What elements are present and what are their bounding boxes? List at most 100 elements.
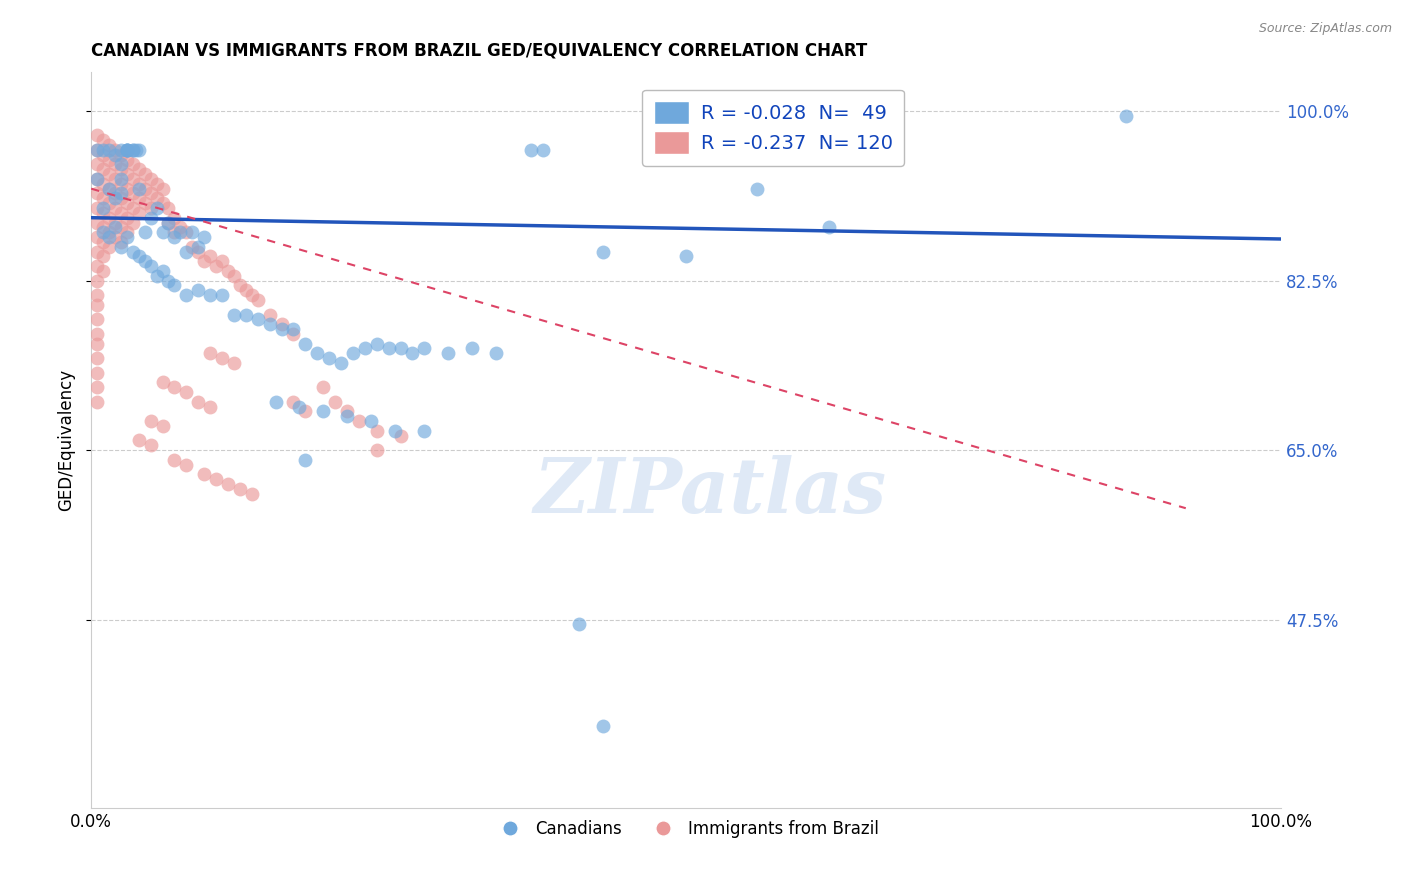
Point: [86, 259, 108, 273]
Point: [568, 617, 591, 632]
Point: [187, 244, 209, 259]
Point: [485, 346, 508, 360]
Point: [152, 376, 174, 390]
Point: [110, 162, 132, 177]
Point: [128, 177, 150, 191]
Point: [152, 225, 174, 239]
Point: [294, 336, 316, 351]
Point: [139, 414, 162, 428]
Point: [152, 418, 174, 433]
Point: [198, 288, 221, 302]
Point: [139, 201, 162, 215]
Point: [86, 143, 108, 157]
Point: [176, 225, 198, 239]
Point: [104, 186, 127, 201]
Point: [437, 346, 460, 360]
Point: [163, 452, 186, 467]
Point: [342, 346, 364, 360]
Point: [104, 215, 127, 229]
Point: [413, 424, 436, 438]
Point: [198, 400, 221, 414]
Point: [134, 225, 156, 239]
Point: [193, 230, 215, 244]
Point: [211, 254, 233, 268]
Point: [323, 394, 346, 409]
Point: [115, 167, 138, 181]
Legend: Canadians, Immigrants from Brazil: Canadians, Immigrants from Brazil: [486, 813, 886, 844]
Point: [157, 274, 180, 288]
Point: [520, 143, 543, 157]
Point: [115, 143, 138, 157]
Point: [86, 366, 108, 380]
Point: [259, 308, 281, 322]
Point: [152, 264, 174, 278]
Point: [235, 308, 257, 322]
Point: [110, 143, 132, 157]
Point: [312, 380, 335, 394]
Point: [86, 157, 108, 171]
Point: [139, 172, 162, 186]
Point: [222, 356, 245, 370]
Point: [128, 143, 150, 157]
Point: [330, 356, 353, 370]
Point: [104, 191, 127, 205]
Point: [98, 225, 121, 239]
Point: [86, 380, 108, 394]
Point: [193, 467, 215, 482]
Point: [86, 230, 108, 244]
Point: [205, 472, 228, 486]
Point: [134, 167, 156, 181]
Point: [217, 477, 239, 491]
Point: [211, 351, 233, 365]
Point: [110, 235, 132, 249]
Point: [336, 409, 359, 424]
Point: [318, 351, 340, 365]
Point: [366, 424, 388, 438]
Point: [86, 312, 108, 326]
Point: [283, 326, 305, 341]
Point: [98, 181, 121, 195]
Y-axis label: GED/Equivalency: GED/Equivalency: [58, 369, 75, 511]
Point: [211, 288, 233, 302]
Point: [139, 438, 162, 452]
Text: Source: ZipAtlas.com: Source: ZipAtlas.com: [1258, 22, 1392, 36]
Point: [86, 186, 108, 201]
Point: [98, 181, 121, 195]
Point: [163, 230, 186, 244]
Point: [115, 143, 138, 157]
Point: [531, 143, 554, 157]
Point: [110, 186, 132, 201]
Point: [181, 225, 204, 239]
Point: [139, 211, 162, 225]
Point: [86, 336, 108, 351]
Point: [347, 414, 370, 428]
Point: [377, 342, 399, 356]
Point: [294, 404, 316, 418]
Point: [193, 254, 215, 268]
Point: [152, 181, 174, 195]
Point: [128, 206, 150, 220]
Point: [115, 153, 138, 167]
Point: [747, 181, 769, 195]
Point: [176, 288, 198, 302]
Point: [121, 215, 143, 229]
Point: [169, 220, 191, 235]
Point: [91, 220, 114, 235]
Point: [139, 259, 162, 273]
Point: [98, 240, 121, 254]
Point: [128, 181, 150, 195]
Point: [283, 322, 305, 336]
Point: [222, 308, 245, 322]
Point: [98, 230, 121, 244]
Point: [353, 342, 375, 356]
Point: [134, 254, 156, 268]
Point: [389, 342, 412, 356]
Point: [110, 177, 132, 191]
Point: [91, 235, 114, 249]
Point: [121, 172, 143, 186]
Point: [152, 196, 174, 211]
Point: [91, 249, 114, 263]
Point: [134, 181, 156, 195]
Point: [384, 424, 406, 438]
Point: [86, 326, 108, 341]
